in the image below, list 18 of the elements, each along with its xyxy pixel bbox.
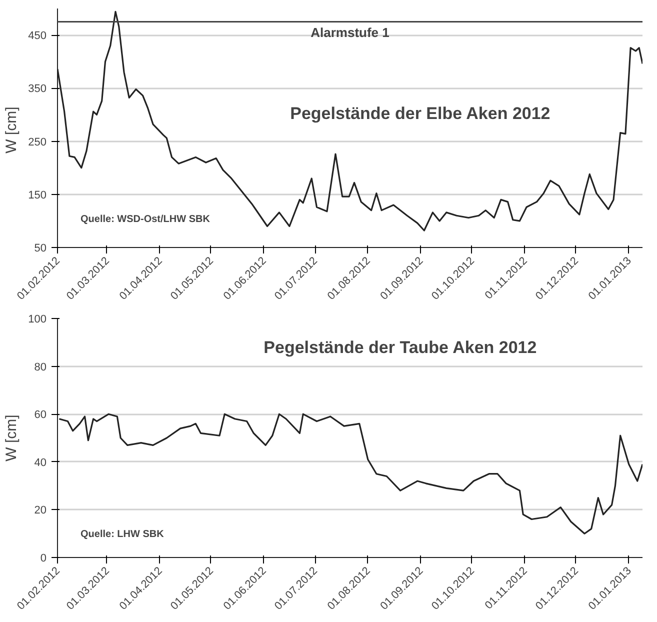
y-tick-label: 100 [28, 314, 47, 326]
y-tick-label: 50 [34, 242, 47, 254]
annotation: Quelle: WSD-Ost/LHW SBK [80, 214, 211, 225]
y-tick-label: 450 [28, 30, 47, 42]
y-tick-label: 250 [28, 136, 47, 148]
y-axis-title: W [cm] [3, 414, 20, 462]
y-tick-label: 80 [34, 361, 47, 374]
y-tick-label: 20 [34, 504, 47, 517]
annotation: Quelle: LHW SBK [80, 529, 165, 540]
text: Pegelstände der Elbe Aken 2012 [290, 104, 550, 123]
y-tick-label: 150 [28, 189, 47, 202]
ref-line-label: Alarmstufe 1 [310, 24, 390, 40]
y-axis-title: W [cm] [3, 106, 20, 154]
y-tick-label: 40 [34, 456, 47, 469]
text: Pegelstände der Taube Aken 2012 [264, 338, 537, 357]
y-tick-label: 350 [28, 83, 47, 96]
y-tick-label: 60 [34, 409, 47, 422]
y-tick-label: 0 [40, 552, 47, 564]
